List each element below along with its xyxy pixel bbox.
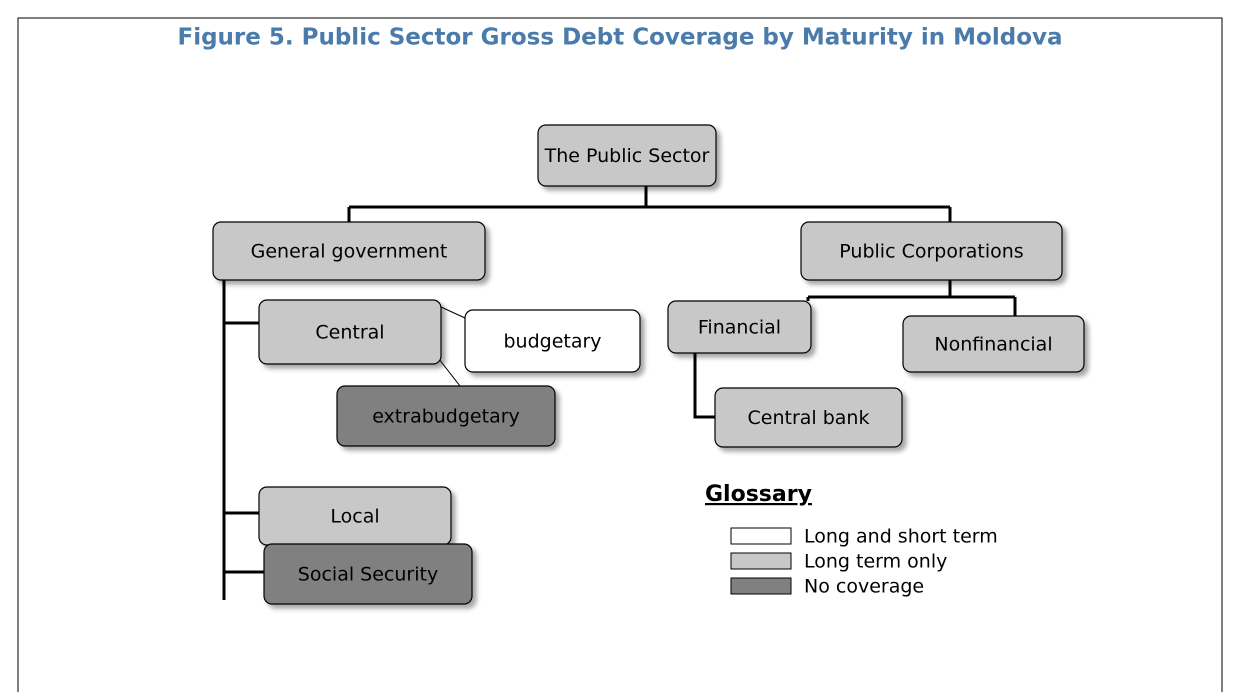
legend-label: Long and short term [804, 526, 998, 548]
node: Public Corporations [800, 221, 1063, 281]
node-box [714, 387, 903, 448]
node-label: Local [330, 506, 379, 528]
node: Nonfinancial [902, 315, 1085, 373]
node: Social Security [263, 543, 473, 605]
node-label: Nonfinancial [934, 334, 1052, 356]
legend-label: Long term only [804, 551, 947, 573]
node-box [537, 124, 717, 187]
node: Central bank [714, 387, 903, 448]
node-box [263, 543, 473, 605]
legend-swatch [730, 527, 792, 545]
node-box [258, 299, 442, 365]
node-label: General government [251, 241, 448, 263]
node-label: budgetary [503, 331, 601, 353]
glossary-title: Glossary [705, 482, 812, 507]
node-label: extrabudgetary [372, 406, 520, 428]
frame [17, 17, 1223, 692]
node-label: Financial [698, 317, 781, 339]
node: extrabudgetary [336, 385, 556, 447]
node-label: Central [315, 322, 384, 344]
node-box [902, 315, 1085, 373]
connectors [222, 186, 1017, 600]
node-box [667, 300, 812, 354]
node: budgetary [464, 309, 641, 373]
legend-swatch [730, 577, 792, 595]
node-label: Central bank [748, 407, 870, 429]
figure-title: Figure 5. Public Sector Gross Debt Cover… [177, 25, 1062, 51]
node-box [212, 221, 486, 281]
node-label: Social Security [298, 564, 438, 586]
legend-label: No coverage [804, 576, 924, 598]
node: The Public Sector [537, 124, 717, 187]
legend-swatch [730, 552, 792, 570]
node: Central [258, 299, 442, 365]
node-box [336, 385, 556, 447]
node-label: The Public Sector [544, 145, 710, 167]
node-box [800, 221, 1063, 281]
node-box [464, 309, 641, 373]
node-label: Public Corporations [839, 241, 1023, 263]
node: General government [212, 221, 486, 281]
node: Local [258, 486, 452, 546]
node: Financial [667, 300, 812, 354]
